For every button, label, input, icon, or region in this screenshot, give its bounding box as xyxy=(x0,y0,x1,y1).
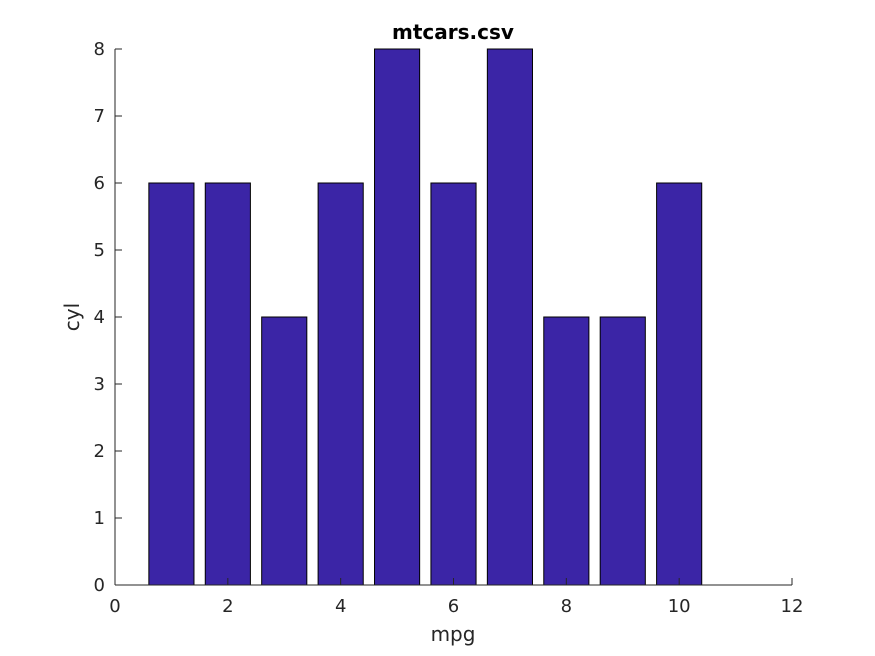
bar-1 xyxy=(148,182,195,586)
x-tick-label-0: 0 xyxy=(109,596,120,617)
bar-4 xyxy=(317,182,364,586)
y-tick-label-0: 0 xyxy=(94,575,105,596)
bar-6 xyxy=(430,182,477,586)
chart-title: mtcars.csv xyxy=(392,20,514,44)
bar-5 xyxy=(374,48,421,586)
y-tick-label-2: 2 xyxy=(94,441,105,462)
x-tick-label-10: 10 xyxy=(668,596,691,617)
x-tick-label-12: 12 xyxy=(781,596,804,617)
y-tick-label-1: 1 xyxy=(94,508,105,529)
y-tick-label-3: 3 xyxy=(94,374,105,395)
x-ticks-group: 0 2 4 6 8 10 12 xyxy=(109,578,803,617)
y-tick-label-5: 5 xyxy=(94,240,105,261)
bars-group xyxy=(148,48,703,586)
x-tick-label-2: 2 xyxy=(222,596,233,617)
bar-7 xyxy=(486,48,533,586)
x-axis-label: mpg xyxy=(431,622,476,646)
y-tick-label-6: 6 xyxy=(94,173,105,194)
x-tick-label-8: 8 xyxy=(561,596,572,617)
bar-10 xyxy=(656,182,703,586)
bar-8 xyxy=(543,316,590,586)
y-tick-label-7: 7 xyxy=(94,106,105,127)
y-tick-label-8: 8 xyxy=(94,39,105,60)
bar-9 xyxy=(599,316,646,586)
y-ticks-group: 0 1 2 3 4 5 6 7 8 xyxy=(94,39,122,596)
bar-2 xyxy=(204,182,251,586)
bar-3 xyxy=(261,316,308,586)
x-tick-label-4: 4 xyxy=(335,596,346,617)
y-axis-label: cyl xyxy=(60,303,84,331)
x-tick-label-6: 6 xyxy=(448,596,459,617)
y-tick-label-4: 4 xyxy=(94,307,105,328)
